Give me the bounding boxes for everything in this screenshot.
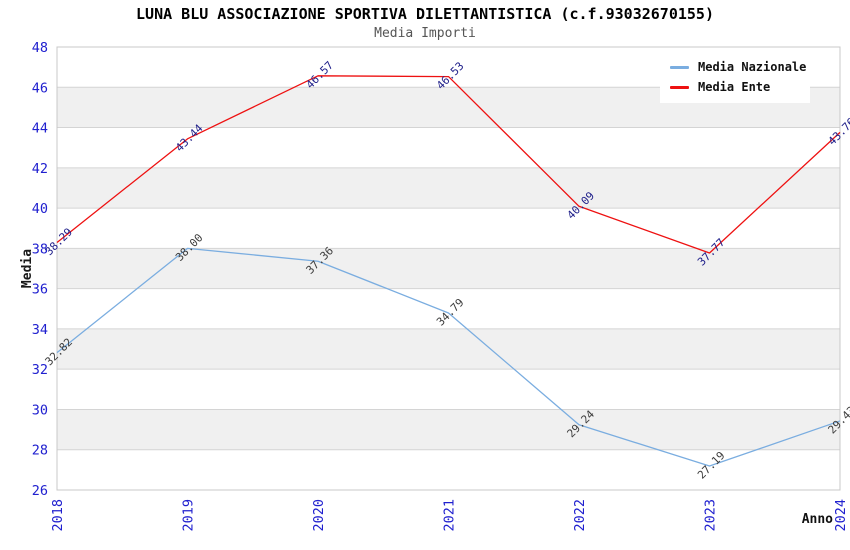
x-tick-label: 2022 xyxy=(572,499,588,532)
data-label: 46.57 xyxy=(304,59,337,92)
legend-swatch-media-nazionale xyxy=(670,65,689,69)
grid-band xyxy=(57,328,840,370)
legend-label: Media Nazionale xyxy=(698,60,807,74)
x-tick-label: 2021 xyxy=(442,499,458,532)
x-tick-label: 2018 xyxy=(50,499,66,532)
y-tick-label: 26 xyxy=(32,483,48,499)
plot-border xyxy=(56,46,841,491)
series-line-media-nazionale xyxy=(56,247,841,467)
series-line-media-ente xyxy=(56,75,841,254)
legend: Media Nazionale Media Ente xyxy=(660,51,810,103)
y-tick-label: 36 xyxy=(32,282,48,298)
x-tick-label: 2024 xyxy=(833,499,849,532)
y-tick-label: 34 xyxy=(32,322,48,338)
x-tick-label: 2023 xyxy=(703,499,719,532)
legend-label: Media Ente xyxy=(698,80,771,94)
y-tick-label: 38 xyxy=(32,241,48,257)
grid-band xyxy=(57,409,840,450)
y-tick-label: 48 xyxy=(32,40,48,56)
grid-band xyxy=(57,167,840,209)
legend-item-media-nazionale: Media Nazionale xyxy=(670,60,810,74)
y-tick-label: 46 xyxy=(32,80,48,96)
y-tick-label: 28 xyxy=(32,443,48,459)
y-tick-label: 30 xyxy=(32,402,48,418)
y-tick-label: 32 xyxy=(32,362,48,378)
legend-swatch-media-ente xyxy=(670,85,689,89)
chart-title: LUNA BLU ASSOCIAZIONE SPORTIVA DILETTANT… xyxy=(136,5,714,23)
y-axis-title: Media xyxy=(20,249,35,288)
data-label: 27.19 xyxy=(695,449,728,482)
x-tick-label: 2020 xyxy=(311,499,327,532)
x-axis-title: Anno xyxy=(801,512,833,527)
chart-subtitle: Media Importi xyxy=(374,26,476,41)
legend-item-media-ente: Media Ente xyxy=(670,80,810,94)
y-tick-label: 44 xyxy=(32,121,48,137)
y-tick-label: 40 xyxy=(32,201,48,217)
x-tick-label: 2019 xyxy=(181,499,197,532)
y-tick-label: 42 xyxy=(32,161,48,177)
grid-band xyxy=(57,248,840,289)
